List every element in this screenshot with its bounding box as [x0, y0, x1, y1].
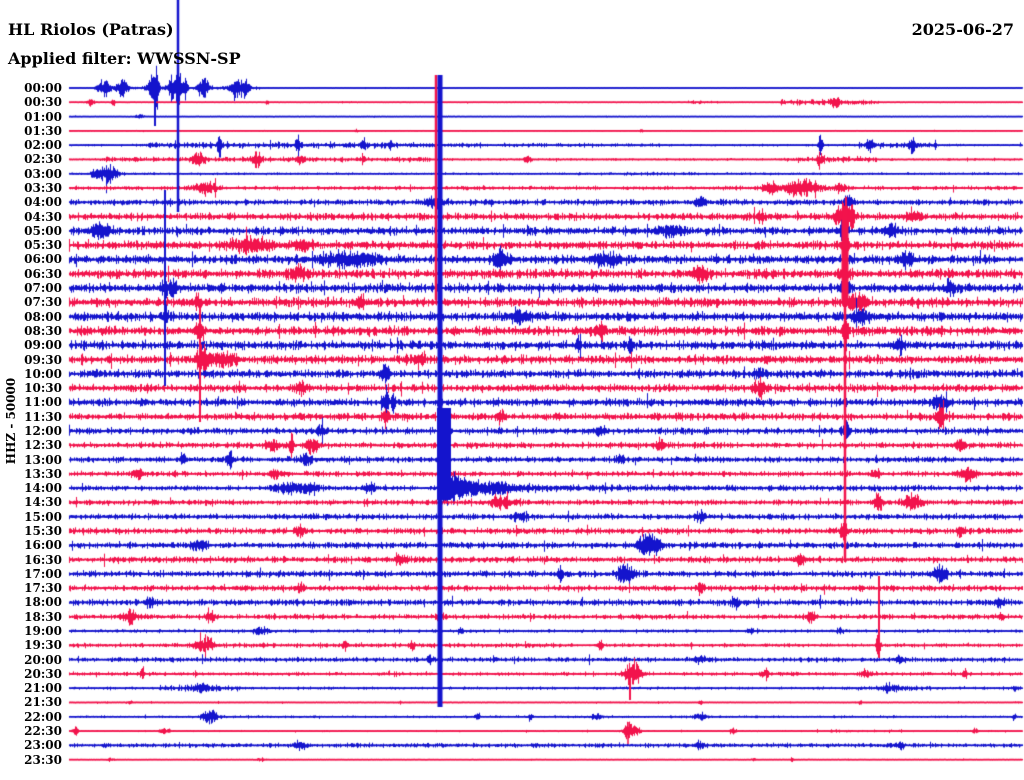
- date-label: 2025-06-27: [911, 20, 1014, 39]
- station-title: HL Riolos (Patras): [8, 20, 174, 39]
- filter-label: Applied filter: WWSSN-SP: [8, 49, 241, 68]
- channel-scale-label: HHZ - 50000: [4, 377, 18, 465]
